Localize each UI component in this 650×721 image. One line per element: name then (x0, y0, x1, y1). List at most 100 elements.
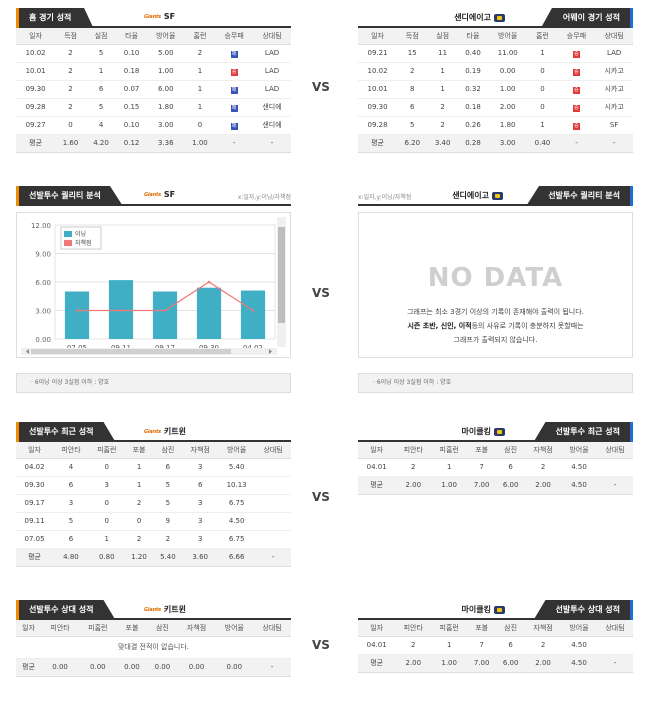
inning-bar (240, 290, 266, 339)
table-cell (596, 636, 633, 655)
table-cell: LAD (595, 44, 633, 63)
table-row: 09.28 5 2 0.26 1.80 1 승 SF (358, 116, 633, 135)
team-label: Giants SF (144, 12, 176, 21)
away-pitcher-vs-table: 일자 피안타 피홈런 포볼 삼진 자책점 방어율 상대팀 04.01 2 1 7 6 2 4.50 평균 2.0… (358, 620, 633, 673)
table-cell: 4 (53, 458, 89, 477)
pitcher-label: 마이클킹 (462, 426, 505, 437)
average-cell: 6.66 (218, 548, 256, 567)
table-cell: 7 (467, 636, 497, 655)
empty-row: 맞대결 전적이 없습니다. (16, 636, 291, 659)
table-cell: 5 (153, 476, 183, 495)
home-pitcher-recent-panel: 선발투수 최근 성적 Giants 키트윈 일자 피안타 피홈런 포볼 삼진 자책점 방어율 상… (16, 422, 291, 567)
table-cell (255, 458, 291, 477)
average-cell: 1.00 (431, 476, 468, 495)
column-header: 피안타 (41, 620, 79, 637)
table-cell: LAD (253, 62, 291, 81)
table-cell: 1 (184, 98, 216, 117)
table-cell: 0 (527, 62, 558, 81)
table-cell: 07.05 (16, 530, 54, 549)
average-cell: 평균 (16, 134, 56, 153)
inning-bar (64, 291, 90, 339)
table-cell: 1 (124, 458, 154, 477)
table-cell: 0.32 (457, 80, 489, 99)
table-cell: 1.80 (146, 98, 185, 117)
table-cell: 0.10 (116, 116, 147, 135)
average-cell: 2.00 (525, 476, 562, 495)
column-header: 타율 (457, 28, 489, 45)
scroll-right-icon[interactable] (269, 349, 272, 354)
average-cell: 3.40 (427, 134, 458, 153)
win-badge: 승 (572, 68, 580, 76)
column-header: 타율 (116, 28, 147, 45)
vs-label: VS (312, 80, 330, 94)
average-cell: 3.00 (488, 134, 528, 153)
quality-chart-box: 0.003.006.009.0012.0007.0509.1109.1709.3… (16, 212, 291, 358)
table-cell: 04.01 (358, 458, 396, 477)
win-badge: 승 (572, 104, 580, 112)
table-cell: 2.00 (488, 98, 528, 117)
column-header: 일자 (16, 28, 56, 45)
scroll-left-icon[interactable] (26, 349, 29, 354)
home-pitcher-quality-panel: 선발투수 퀄리티 분석 Giants SF x:일자,y:이닝/자책점 0.00 3… (16, 186, 291, 358)
panel-header: 샌디에이고 어웨이 경기 성적 (358, 8, 633, 28)
pitcher-label: Giants 키트윈 (144, 427, 187, 436)
table-cell: 2 (525, 458, 562, 477)
padres-logo-icon (494, 13, 505, 22)
loss-badge: 패 (230, 122, 238, 130)
away-record-table: 일자 득점 실점 타율 방어율 홈런 승무패 상대팀 09.21 15 11 0.40 11.00 1 승 L… (358, 28, 633, 153)
column-header: 일자 (16, 442, 54, 459)
column-header: 상대팀 (596, 442, 633, 459)
table-cell: 0 (88, 494, 125, 513)
average-row: 평균 2.00 1.00 7.00 6.00 2.00 4.50- (358, 654, 633, 673)
table-cell: 0.15 (116, 98, 147, 117)
home-pitcher-vs-table: 일자 피안타 피홈런 포볼 삼진 자책점 방어율 상대팀 맞대결 전적이 없습니다. 평균 0.00… (16, 620, 291, 677)
table-cell: 2 (124, 530, 154, 549)
quality-chart: 0.003.006.009.0012.0007.0509.1109.1709.3… (21, 217, 286, 355)
result-cell: 승 (557, 98, 596, 117)
column-header: 포볼 (116, 620, 148, 637)
pitcher-label: Giants 키트윈 (144, 605, 187, 614)
away-pitcher-recent-table: 일자 피안타 피홈런 포볼 삼진 자책점 방어율 상대팀 04.01 2 1 7 6 2 4.50 평균 2.0… (358, 442, 633, 495)
no-data-title: NO DATA (427, 263, 564, 293)
table-row: 10.02 2 1 0.19 0.00 0 승 시카고 (358, 62, 633, 81)
table-cell: 1 (124, 476, 154, 495)
column-header: 일자 (358, 28, 398, 45)
column-header: 방어율 (561, 620, 597, 637)
table-cell: 2 (153, 530, 183, 549)
panel-title: 홈 경기 성적 (16, 8, 94, 28)
table-cell: 4.50 (218, 512, 256, 531)
panel-title: 선발투수 퀄리티 분석 (526, 186, 633, 206)
table-cell: 6.75 (218, 530, 256, 549)
average-cell: 1.00 (431, 654, 468, 673)
panel-title: 어웨이 경기 성적 (540, 8, 633, 28)
column-header: 자책점 (525, 620, 562, 637)
vertical-scrollbar-thumb[interactable] (278, 227, 285, 323)
column-header: 삼진 (496, 442, 526, 459)
table-cell: 10.01 (16, 62, 56, 81)
panel-header: 홈 경기 성적 Giants SF (16, 8, 291, 28)
average-cell: - (596, 476, 633, 495)
table-cell: SF (595, 116, 633, 135)
table-cell (255, 494, 291, 513)
table-row: 09.30 6 2 0.18 2.00 0 승 시카고 (358, 98, 633, 117)
result-cell: 패 (215, 44, 254, 63)
average-cell: - (215, 134, 254, 153)
table-cell: 1 (431, 636, 468, 655)
column-header: 피안타 (395, 442, 432, 459)
horizontal-scrollbar-thumb[interactable] (31, 349, 231, 354)
table-cell: 10.01 (358, 80, 398, 99)
panel-header: 마이클킹 선발투수 상대 성적 (358, 600, 633, 620)
column-header: 상대팀 (596, 620, 633, 637)
earned-run-point (119, 309, 123, 312)
table-cell: 샌디에 (253, 98, 291, 117)
average-cell: 0.00 (78, 658, 117, 677)
average-cell: 0.00 (147, 658, 178, 677)
average-cell: - (255, 548, 291, 567)
earned-run-point (251, 309, 255, 312)
table-row: 09.21 15 11 0.40 11.00 1 승 LAD (358, 44, 633, 63)
average-cell: 4.20 (85, 134, 117, 153)
table-cell: 7 (467, 458, 497, 477)
table-row: 07.05 6 1 2 2 3 6.75 (16, 530, 291, 549)
table-cell: 2 (124, 494, 154, 513)
table-cell: 3 (53, 494, 89, 513)
